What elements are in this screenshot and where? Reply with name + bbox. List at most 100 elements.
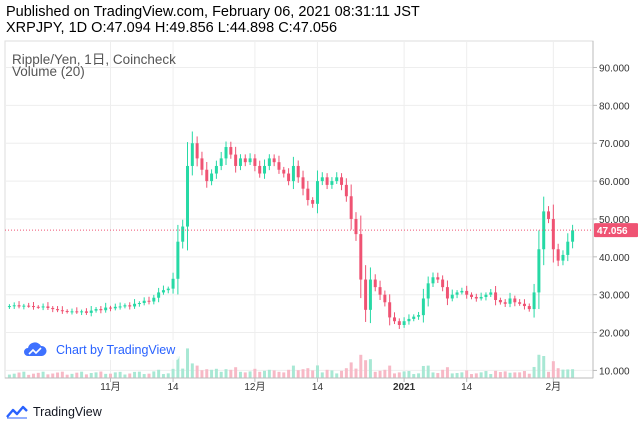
volume-bar [344, 368, 348, 378]
volume-bar [330, 370, 334, 378]
volume-bar [113, 372, 117, 378]
candle-body [306, 188, 310, 201]
volume-bar [417, 373, 421, 378]
tradingview-logo-icon [6, 405, 28, 419]
volume-bar [181, 368, 185, 378]
volume-bar [65, 374, 69, 378]
volume-bar [556, 368, 560, 378]
volume-bar [518, 372, 522, 378]
x-tick-label: 14 [168, 382, 180, 393]
volume-bar [210, 369, 214, 378]
candle-body [431, 277, 435, 284]
volume-bar [84, 374, 88, 378]
candle-body [89, 310, 93, 313]
candle-body [311, 200, 315, 204]
footer-brand[interactable]: TradingView [6, 405, 102, 419]
volume-bar [489, 374, 493, 378]
candle-body [56, 309, 60, 311]
volume-bar [56, 372, 60, 378]
volume-bar [133, 371, 137, 378]
candle-body [450, 294, 454, 299]
volume-bar [551, 361, 555, 378]
ohlc-caption: XRPJPY, 1D O:47.094 H:49.856 L:44.898 C:… [6, 20, 338, 36]
candle-body [402, 321, 406, 325]
volume-bar [571, 369, 575, 378]
candle-body [80, 311, 84, 313]
candle-body [335, 177, 339, 182]
candle-body [84, 311, 88, 313]
volume-bar [214, 368, 218, 378]
candle-body [498, 299, 502, 303]
volume-bar [354, 368, 358, 378]
candle-body [388, 302, 392, 318]
volume-bar [51, 373, 55, 378]
candle-body [421, 298, 425, 316]
y-tick-label: 50.000 [599, 215, 630, 226]
candle-body [171, 278, 175, 289]
candle-body [479, 296, 483, 299]
candle-body [364, 279, 368, 310]
y-tick-label: 40.000 [599, 253, 630, 264]
candle-body [407, 318, 411, 322]
candle-body [157, 292, 161, 298]
candle-body [315, 181, 319, 204]
candle-body [161, 290, 165, 293]
volume-bar [27, 374, 31, 378]
published-caption: Published on TradingView.com, February 0… [6, 4, 420, 20]
candle-body [234, 154, 238, 166]
last-price-tag [594, 223, 638, 238]
candle-body [200, 158, 204, 170]
candle-body [383, 294, 387, 303]
x-tick-label: 2月 [546, 381, 562, 393]
candle-body [537, 249, 541, 293]
candle-body [518, 302, 522, 304]
candle-body [527, 306, 531, 310]
candle-body [137, 303, 141, 305]
volume-bar [349, 362, 353, 378]
candle-body [282, 169, 286, 174]
volume-bar [161, 374, 165, 378]
x-tick-label: 14 [461, 382, 473, 393]
candle-body [205, 169, 209, 182]
volume-bar [547, 371, 551, 378]
candle-body [441, 279, 445, 288]
volume-bar [320, 372, 324, 378]
volume-indicator-label[interactable]: Volume (20) [12, 64, 85, 79]
y-tick-label: 60.000 [599, 177, 630, 188]
volume-bar [542, 356, 546, 378]
candle-body [113, 306, 117, 309]
candle-body [301, 177, 305, 189]
plot-area [4, 40, 594, 379]
candle-body [17, 305, 21, 307]
volume-bar [479, 372, 483, 378]
tradingview-watermark[interactable]: Chart by TradingView [18, 340, 180, 360]
candle-body [195, 143, 199, 159]
candle-body [320, 177, 324, 182]
candle-body [248, 158, 252, 163]
volume-bar [229, 369, 233, 378]
volume-bar [465, 370, 469, 378]
candle-body [436, 277, 440, 280]
candle-body [41, 306, 45, 308]
volume-bar [460, 372, 464, 378]
candle-body [354, 218, 358, 235]
candle-body [118, 306, 122, 308]
volume-bar [402, 371, 406, 378]
candle-body [12, 305, 16, 307]
volume-bar [532, 366, 536, 378]
candle-body [27, 305, 31, 307]
volume-bar [99, 371, 103, 378]
candle-body [258, 165, 262, 174]
volume-bar [89, 373, 93, 378]
volume-bar [186, 348, 190, 378]
volume-bar [253, 368, 257, 378]
volume-bar [248, 371, 252, 378]
volume-bar [340, 370, 344, 378]
candle-body [412, 316, 416, 319]
volume-bar [513, 372, 517, 378]
candle-body [542, 211, 546, 250]
candle-body [445, 287, 449, 299]
candle-body [263, 165, 267, 174]
candlestick-chart[interactable]: 47.056 10.000 20.000 30.000 40.000 50.000 60.… [0, 38, 640, 398]
volume-bar [80, 371, 84, 378]
